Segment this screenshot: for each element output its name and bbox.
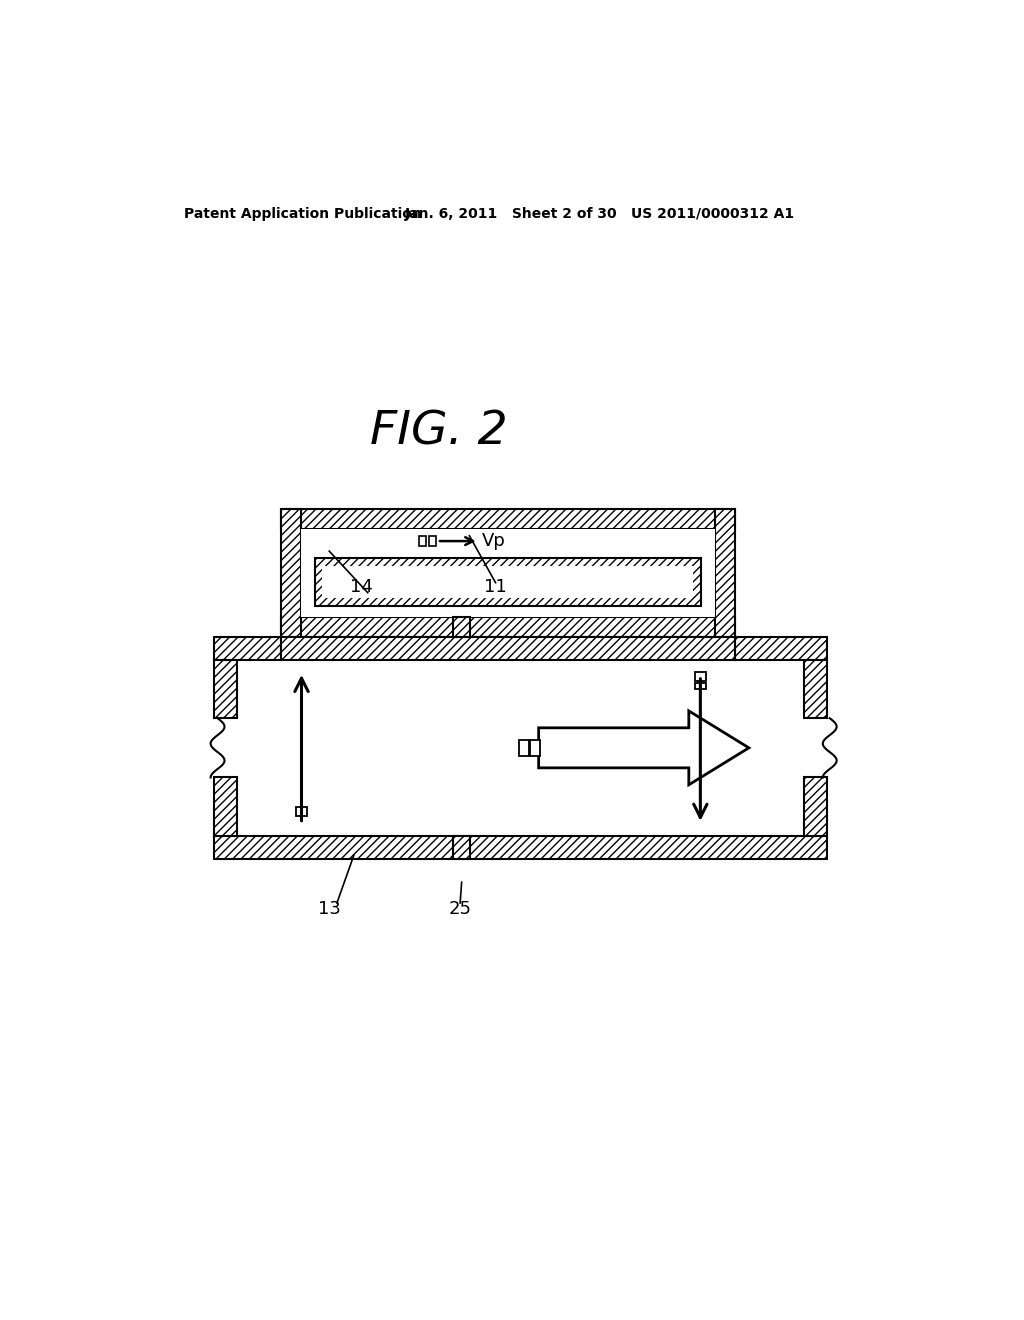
Bar [296, 807, 307, 816]
Bar [454, 836, 470, 859]
Bar [804, 660, 827, 718]
Bar [695, 672, 706, 681]
Bar [429, 536, 436, 546]
Bar [281, 616, 735, 636]
Bar [715, 508, 735, 636]
Text: FIG. 2: FIG. 2 [370, 409, 508, 454]
Bar [281, 508, 301, 636]
Polygon shape [539, 711, 749, 785]
Bar [804, 777, 827, 836]
Bar [281, 508, 735, 529]
Text: Patent Application Publication: Patent Application Publication [184, 207, 422, 220]
Bar [214, 636, 281, 660]
Bar [518, 741, 528, 755]
Bar [214, 836, 827, 859]
Bar [695, 682, 706, 689]
Bar [214, 777, 237, 836]
Bar [530, 741, 541, 755]
Text: 11: 11 [484, 578, 507, 597]
Bar [214, 660, 237, 718]
Text: 25: 25 [449, 900, 472, 919]
Text: 13: 13 [317, 900, 341, 919]
Bar [281, 636, 735, 660]
Bar [419, 536, 426, 546]
Text: US 2011/0000312 A1: US 2011/0000312 A1 [631, 207, 795, 220]
Bar [454, 616, 470, 636]
Text: Vp: Vp [481, 532, 506, 550]
Text: 14: 14 [350, 578, 373, 597]
Bar [735, 636, 827, 660]
Bar [314, 558, 701, 606]
Bar [323, 566, 693, 598]
Bar [301, 529, 715, 616]
Text: Jan. 6, 2011   Sheet 2 of 30: Jan. 6, 2011 Sheet 2 of 30 [404, 207, 617, 220]
